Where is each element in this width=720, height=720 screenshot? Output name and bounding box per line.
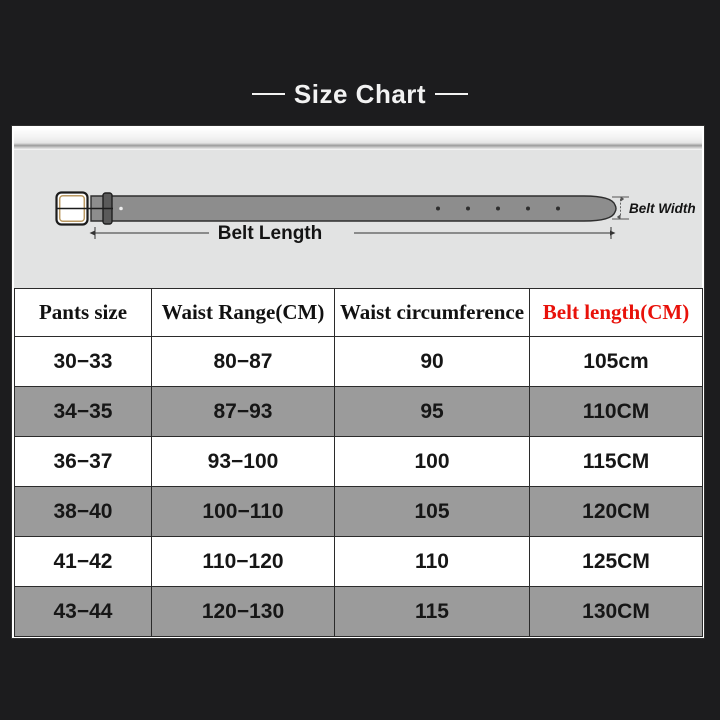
svg-text:Belt Width: Belt Width: [629, 201, 696, 216]
svg-text:Belt Length: Belt Length: [218, 223, 323, 244]
